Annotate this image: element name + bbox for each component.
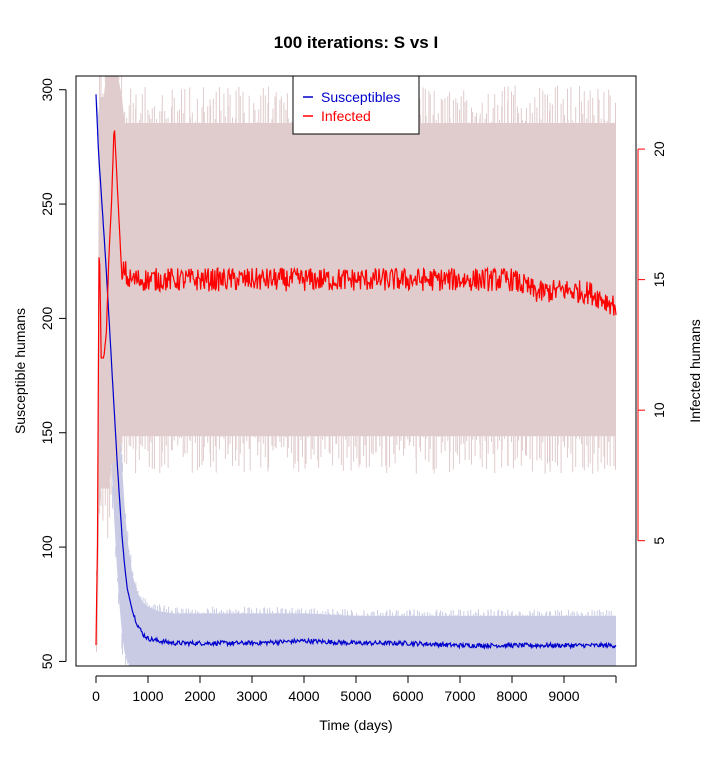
axes: 0 1000 2000 3000 4000 5000 6000 7000 8000 9000 50 1… [39, 75, 667, 704]
x-axis-title: Time (days) [319, 717, 392, 733]
y-right-tick-label: 10 [651, 402, 667, 418]
y-left-tick-label: 300 [39, 78, 55, 102]
x-tick-label: 1000 [132, 688, 163, 704]
x-tick-label: 8000 [496, 688, 527, 704]
legend-box [292, 75, 420, 135]
y-left-tick-label: 150 [39, 421, 55, 445]
susceptibles-band [96, 94, 616, 666]
infected-band [96, 76, 616, 646]
y-left-axis-title: Susceptible humans [12, 308, 28, 434]
y-right-tick-label: 15 [651, 272, 667, 288]
y-right-tick-label: 5 [651, 537, 667, 545]
y-right-axis-title: Infected humans [687, 319, 703, 423]
y-left-tick-label: 250 [39, 192, 55, 216]
x-tick-label: 4000 [288, 688, 319, 704]
x-tick-label: 5000 [340, 688, 371, 704]
infected-line [95, 130, 617, 646]
chart-title: 100 iterations: S vs I [274, 33, 438, 52]
legend: Susceptibles Infected [292, 75, 420, 135]
confidence-bands [96, 76, 616, 666]
legend-label-infected: Infected [321, 108, 371, 124]
x-tick-label: 9000 [548, 688, 579, 704]
x-tick-label: 0 [92, 688, 100, 704]
x-tick-label: 2000 [184, 688, 215, 704]
susceptibles-line [95, 94, 617, 650]
series-lines [95, 94, 617, 650]
x-tick-label: 3000 [236, 688, 267, 704]
x-tick-label: 7000 [444, 688, 475, 704]
legend-label-susceptibles: Susceptibles [321, 89, 400, 105]
y-left-tick-label: 200 [39, 307, 55, 331]
x-tick-label: 6000 [392, 688, 423, 704]
y-right-tick-label: 20 [651, 141, 667, 157]
y-left-tick-label: 100 [39, 535, 55, 559]
y-left-tick-label: 50 [39, 653, 55, 669]
